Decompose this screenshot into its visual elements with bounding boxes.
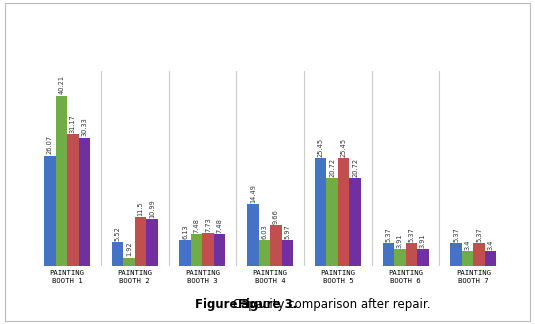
Text: 6.03: 6.03 — [262, 224, 268, 239]
Text: 5.37: 5.37 — [408, 227, 414, 242]
Bar — [56, 96, 67, 266]
Text: 3.4: 3.4 — [487, 239, 494, 250]
Text: 40.21: 40.21 — [58, 75, 64, 95]
Text: 1.92: 1.92 — [126, 242, 132, 256]
Bar — [247, 204, 258, 266]
Text: Capacity comparison after repair.: Capacity comparison after repair. — [229, 298, 431, 311]
Bar — [123, 258, 135, 266]
Text: 9.66: 9.66 — [273, 209, 279, 224]
Bar — [383, 243, 394, 266]
Text: 31.17: 31.17 — [70, 114, 76, 133]
Text: 10.99: 10.99 — [149, 199, 155, 218]
Text: Figure 3.: Figure 3. — [195, 298, 255, 311]
Text: 3.91: 3.91 — [397, 233, 403, 248]
Text: 7.73: 7.73 — [205, 217, 211, 232]
Bar — [135, 217, 146, 266]
Bar — [485, 251, 496, 266]
Bar — [450, 243, 462, 266]
Bar — [112, 242, 123, 266]
Bar — [473, 243, 485, 266]
Bar — [462, 251, 473, 266]
Bar — [338, 158, 349, 266]
Text: 26.07: 26.07 — [47, 135, 53, 154]
Text: 25.45: 25.45 — [341, 138, 347, 157]
Text: 5.37: 5.37 — [385, 227, 391, 242]
Bar — [79, 137, 90, 266]
Text: 20.72: 20.72 — [329, 158, 335, 177]
Text: 5.37: 5.37 — [453, 227, 459, 242]
Text: 14.49: 14.49 — [250, 184, 256, 203]
Bar — [349, 178, 361, 266]
Text: 3.4: 3.4 — [464, 239, 471, 250]
Text: 6.13: 6.13 — [182, 224, 188, 238]
Bar — [44, 156, 56, 266]
Text: 5.37: 5.37 — [476, 227, 482, 242]
Bar — [406, 243, 417, 266]
Bar — [270, 225, 282, 266]
Bar — [315, 158, 326, 266]
Text: 11.5: 11.5 — [137, 201, 143, 216]
Text: 25.45: 25.45 — [318, 138, 324, 157]
Bar — [326, 178, 338, 266]
Bar — [67, 134, 79, 266]
Bar — [282, 240, 293, 266]
Bar — [417, 249, 429, 266]
Text: Figure 3. Capacity comparison after repair.: Figure 3. Capacity comparison after repa… — [141, 298, 394, 311]
Text: 3.91: 3.91 — [420, 233, 426, 248]
Bar — [191, 234, 202, 266]
Text: 5.52: 5.52 — [114, 226, 120, 241]
Text: 30.33: 30.33 — [81, 118, 87, 136]
Text: 5.97: 5.97 — [285, 225, 291, 239]
Bar — [394, 249, 406, 266]
Text: 7.48: 7.48 — [217, 218, 223, 233]
Bar — [202, 233, 214, 266]
Bar — [179, 240, 191, 266]
Bar — [214, 234, 225, 266]
Text: Figure 3.: Figure 3. — [238, 298, 297, 311]
Bar — [146, 219, 158, 266]
Text: 20.72: 20.72 — [352, 158, 358, 177]
Bar — [258, 240, 270, 266]
Text: 7.48: 7.48 — [194, 218, 200, 233]
